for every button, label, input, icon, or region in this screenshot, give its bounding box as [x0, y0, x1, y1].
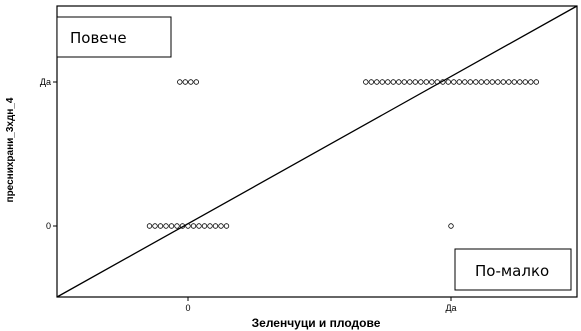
axis-ticks	[53, 81, 452, 301]
data-point	[390, 79, 396, 85]
data-point	[193, 79, 199, 85]
y-tick-label-0: 0	[46, 221, 51, 231]
data-point	[429, 79, 435, 85]
data-point	[379, 79, 385, 85]
data-point	[473, 79, 479, 85]
more-annotation-label: Повече	[70, 29, 127, 47]
data-point	[223, 223, 230, 229]
data-point	[363, 79, 369, 85]
data-point	[517, 79, 523, 85]
data-point	[146, 223, 153, 229]
data-point	[177, 79, 183, 85]
data-point	[462, 79, 468, 85]
data-point	[188, 79, 194, 85]
y-tick-label-1: Да	[40, 77, 51, 87]
data-point	[196, 223, 202, 229]
less-annotation-box	[454, 248, 572, 291]
data-point	[401, 79, 407, 85]
data-point	[182, 79, 188, 85]
x-tick-label-0: 0	[185, 303, 190, 313]
data-point	[456, 79, 462, 85]
data-point	[407, 79, 413, 85]
data-point	[511, 79, 517, 85]
data-point	[445, 79, 451, 85]
data-point	[201, 223, 208, 229]
data-point	[396, 79, 402, 85]
tick-labels: 0 Да 0 Да	[40, 77, 457, 313]
data-point	[207, 223, 213, 229]
data-point	[157, 223, 164, 229]
data-point	[500, 79, 506, 85]
data-point	[218, 223, 224, 229]
data-point	[506, 79, 512, 85]
data-point	[368, 79, 374, 85]
diagonal-reference-line	[56, 5, 578, 298]
data-point	[174, 223, 180, 229]
data-point	[179, 223, 186, 229]
data-point	[190, 223, 197, 229]
data-point	[385, 79, 391, 85]
data-point	[448, 223, 454, 229]
data-point	[440, 79, 446, 85]
more-annotation-box	[56, 16, 172, 58]
data-point	[423, 79, 429, 85]
data-point	[522, 79, 528, 85]
data-points	[146, 79, 539, 229]
data-point	[489, 79, 495, 85]
data-point	[478, 79, 484, 85]
y-axis-title: преснихрани_3хдн_4	[5, 97, 16, 202]
less-annotation-label: По-малко	[475, 262, 549, 280]
data-point	[212, 223, 219, 229]
data-point	[412, 79, 418, 85]
x-axis-title: Зеленчуци и плодове	[252, 316, 381, 330]
data-point	[374, 79, 380, 85]
data-point	[185, 223, 191, 229]
data-point	[451, 79, 457, 85]
data-point	[467, 79, 473, 85]
data-point	[434, 79, 440, 85]
data-point	[163, 223, 169, 229]
data-point	[168, 223, 175, 229]
x-tick-label-1: Да	[445, 303, 456, 313]
data-point	[533, 79, 539, 85]
data-point	[495, 79, 501, 85]
data-point	[528, 79, 534, 85]
data-point	[484, 79, 490, 85]
data-point	[152, 223, 158, 229]
data-point	[418, 79, 424, 85]
